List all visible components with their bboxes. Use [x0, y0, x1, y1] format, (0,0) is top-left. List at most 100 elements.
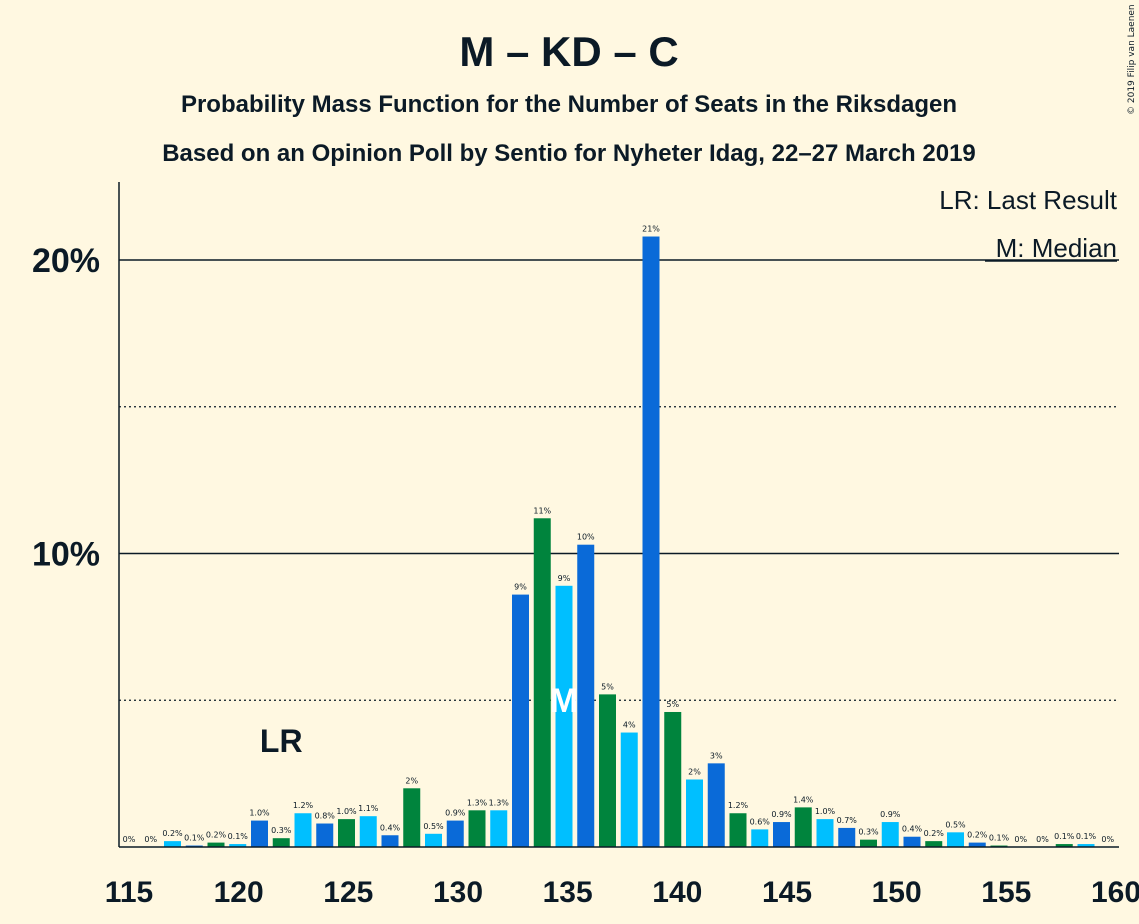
bar-seat-128	[381, 835, 399, 847]
bar-seat-126	[338, 819, 355, 847]
bar-seat-148	[816, 819, 834, 847]
x-tick-label: 155	[981, 876, 1031, 909]
data-label: 1.1%	[358, 804, 379, 813]
x-tick-label: 130	[433, 876, 483, 909]
data-label: 0.5%	[945, 820, 966, 829]
bar-seat-152	[903, 836, 921, 847]
data-label: 0%	[1014, 835, 1027, 844]
data-label: 0.8%	[315, 812, 336, 821]
bar-seat-130	[425, 833, 442, 847]
bar-seat-121	[229, 844, 247, 847]
data-label: 1.4%	[793, 795, 814, 804]
bar-seat-125	[316, 823, 334, 847]
data-label: 1.3%	[467, 798, 488, 807]
bar-seat-135	[533, 518, 551, 847]
data-label: 0.9%	[445, 809, 466, 818]
data-label: 0.2%	[206, 831, 227, 840]
y-tick-label: 10%	[32, 536, 100, 574]
data-label: 21%	[642, 225, 660, 234]
data-label: 0.5%	[423, 822, 444, 831]
x-tick-label: 135	[543, 876, 593, 909]
data-label: 0.2%	[162, 829, 183, 838]
data-label: 0.3%	[271, 826, 292, 835]
bar-seat-146	[773, 822, 790, 847]
data-label: 9%	[558, 574, 571, 583]
bar-seat-134	[512, 594, 529, 847]
chart-title: M – KD – C	[459, 28, 678, 75]
data-label: 0%	[123, 835, 136, 844]
x-tick-label: 125	[323, 876, 373, 909]
y-tick-label: 20%	[32, 242, 100, 280]
bar-seat-151	[881, 822, 899, 847]
bar-seat-122	[251, 820, 268, 847]
data-label: 0.9%	[880, 810, 901, 819]
data-label: 0.3%	[858, 828, 879, 837]
data-label: 0%	[144, 835, 157, 844]
bar-seat-131	[446, 820, 464, 847]
data-labels: 0% 0%0.2% 0.1% 0.2% 0.1%1.0%0.3%1.2%0.8% 1.0%…	[123, 225, 1115, 844]
bar-seat-132	[468, 810, 486, 847]
axes: 10% 20% 115 120 125 130 135 140 145 150 155 160	[32, 182, 1139, 909]
chart-subtitle: Probability Mass Function for the Number…	[181, 91, 957, 118]
x-tick-label: 160	[1091, 876, 1139, 909]
data-label: 0.9%	[771, 810, 792, 819]
data-label: 1.0%	[815, 807, 836, 816]
bar-seat-129	[403, 788, 421, 847]
data-label: 1.0%	[336, 807, 357, 816]
bar-seat-153	[925, 841, 943, 847]
bar-seat-138	[599, 694, 616, 847]
data-label: 0.2%	[967, 831, 988, 840]
bar-seat-139	[620, 732, 638, 847]
bar-seat-137	[577, 544, 595, 847]
data-label: 5%	[666, 700, 679, 709]
data-label: 0.1%	[184, 834, 205, 843]
data-label: 9%	[514, 583, 527, 592]
data-label: 10%	[577, 533, 595, 542]
data-label: 1.2%	[728, 801, 749, 810]
bar-seat-155	[968, 842, 986, 847]
data-label: 0.1%	[228, 832, 249, 841]
x-tick-label: 115	[105, 876, 153, 909]
x-tick-label: 145	[762, 876, 812, 909]
bar-seat-118	[164, 841, 181, 847]
data-label: 0.1%	[989, 834, 1010, 843]
legend-median: M: Median	[996, 233, 1117, 263]
bar-seat-136	[555, 585, 573, 847]
x-tick-label: 120	[214, 876, 264, 909]
data-label: 1.3%	[489, 798, 510, 807]
data-label: 11%	[533, 506, 551, 515]
data-label: 0.1%	[1054, 832, 1075, 841]
data-label: 0%	[1036, 835, 1049, 844]
bar-seat-159	[1055, 844, 1073, 847]
bar-seat-140	[642, 236, 660, 847]
copyright-notice: © 2019 Filip van Laenen	[1127, 4, 1137, 115]
bar-seat-133	[490, 810, 508, 847]
data-label: 5%	[601, 682, 614, 691]
bar-seat-147	[794, 807, 812, 847]
bar-seat-124	[294, 813, 312, 847]
bar-seat-127	[359, 816, 377, 847]
last-result-marker: LR	[260, 723, 303, 759]
data-label: 0.4%	[902, 825, 923, 834]
bar-seat-123	[272, 838, 290, 847]
bar-seat-141	[664, 711, 682, 847]
bar-seat-150	[860, 839, 877, 847]
bar-seat-149	[838, 827, 856, 847]
data-label: 2%	[688, 767, 701, 776]
bar-series	[164, 236, 1095, 847]
data-label: 4%	[623, 721, 636, 730]
data-label: 0.6%	[750, 817, 771, 826]
bar-seat-142	[686, 779, 703, 847]
data-label: 3%	[710, 751, 723, 760]
gridlines	[119, 259, 1119, 701]
data-label: 2%	[405, 776, 418, 785]
bar-seat-145	[751, 829, 769, 847]
data-label: 0.7%	[837, 816, 858, 825]
bar-seat-144	[729, 813, 747, 847]
data-label: 0%	[1101, 835, 1114, 844]
bar-seat-120	[207, 842, 225, 847]
x-tick-label: 150	[872, 876, 922, 909]
chart-source: Based on an Opinion Poll by Sentio for N…	[162, 140, 976, 167]
x-tick-label: 140	[652, 876, 702, 909]
